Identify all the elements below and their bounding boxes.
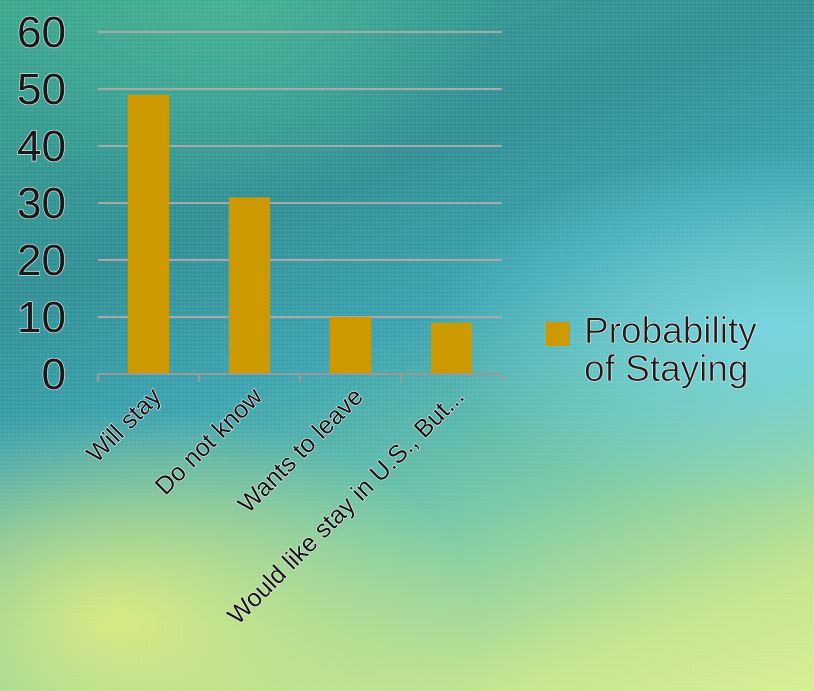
- bars: [127, 94, 473, 374]
- legend-swatch: [546, 322, 570, 346]
- bar: [127, 94, 170, 374]
- y-tick-label: 0: [42, 350, 66, 399]
- y-tick-label: 60: [17, 8, 66, 57]
- y-axis-ticks: 0 10 20 30 40 50 60: [16, 7, 66, 399]
- y-tick-label: 50: [17, 65, 66, 114]
- x-tick-label: Will stay: [81, 382, 167, 468]
- y-tick-label: 30: [17, 179, 66, 228]
- legend-label-line2: of Staying: [584, 348, 749, 389]
- legend-label: Probability of Staying: [584, 310, 757, 389]
- bar: [228, 197, 271, 374]
- y-tick-label: 10: [17, 293, 66, 342]
- y-tick-label: 40: [17, 122, 66, 171]
- legend-label-line1: Probability: [584, 310, 757, 351]
- bar: [430, 322, 473, 374]
- x-axis: [97, 373, 503, 382]
- y-tick-label: 20: [17, 236, 66, 285]
- bar: [329, 317, 372, 374]
- legend: Probability of Staying: [546, 310, 757, 389]
